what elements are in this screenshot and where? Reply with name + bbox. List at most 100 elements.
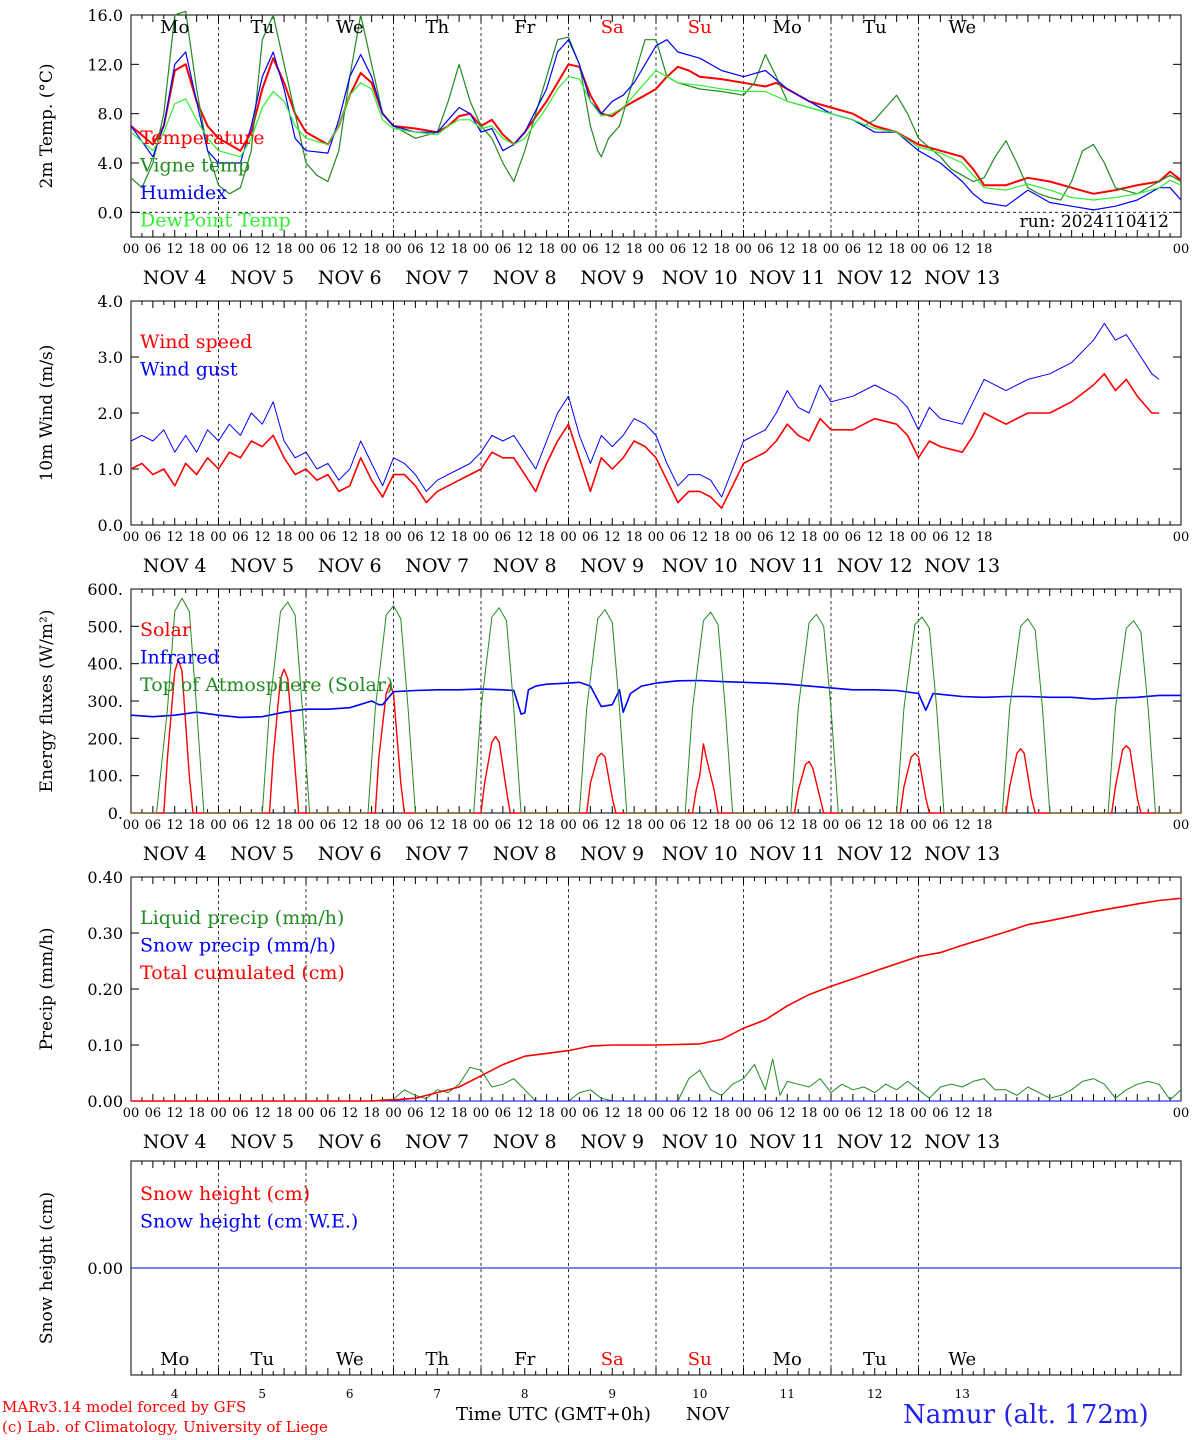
hour-tick-label: 18 <box>713 530 730 545</box>
hour-tick-label: 18 <box>363 530 380 545</box>
date-label: NOV 5 <box>230 1131 294 1153</box>
hour-tick-label: 06 <box>320 1106 337 1121</box>
date-number: 11 <box>780 1387 795 1401</box>
hour-tick-label: 06 <box>145 818 162 833</box>
y-tick-label: 0.20 <box>87 980 123 999</box>
date-label: NOV 5 <box>230 555 294 577</box>
hour-tick-label: 18 <box>538 530 555 545</box>
hour-tick-label: 18 <box>626 530 643 545</box>
y-tick-label: 4.0 <box>98 154 123 173</box>
hour-tick-label: 00 <box>735 1106 752 1121</box>
date-label: NOV 11 <box>749 1131 825 1153</box>
series-line-liquid-precip-mm-h <box>131 1058 1182 1102</box>
y-tick-label: 200. <box>87 729 123 748</box>
legend-entry: Snow precip (mm/h) <box>140 935 336 957</box>
date-label: NOV 5 <box>230 267 294 289</box>
date-label: NOV 9 <box>580 555 644 577</box>
hour-tick-label: 06 <box>232 818 249 833</box>
hour-tick-label: 06 <box>582 818 599 833</box>
hour-tick-label: 12 <box>954 818 971 833</box>
hour-tick-label: 18 <box>363 242 380 257</box>
series-line-total-cumulated-cm <box>131 897 1182 1102</box>
hour-tick-label: 06 <box>232 1106 249 1121</box>
date-label: NOV 12 <box>837 267 913 289</box>
date-label: NOV 6 <box>318 843 382 865</box>
hour-tick-label: 18 <box>626 1106 643 1121</box>
hour-tick-label: 12 <box>516 242 533 257</box>
hour-tick-label: 06 <box>407 530 424 545</box>
y-axis-label: Precip (mm/h) <box>37 927 57 1050</box>
hour-tick-label: 06 <box>670 530 687 545</box>
hour-tick-label: 06 <box>495 1106 512 1121</box>
hour-tick-label: 06 <box>757 242 774 257</box>
hour-tick-label: 12 <box>954 530 971 545</box>
legend-entry: Vigne temp <box>139 155 250 177</box>
hour-tick-label: 18 <box>188 1106 205 1121</box>
weekday-label: Su <box>688 1349 712 1370</box>
hour-tick-label: 06 <box>845 530 862 545</box>
date-number: 7 <box>433 1387 441 1401</box>
hour-tick-label: 18 <box>451 242 468 257</box>
y-tick-label: 16.0 <box>87 6 123 25</box>
hour-tick-label: 00 <box>298 818 315 833</box>
hour-tick-label: 00 <box>473 1106 490 1121</box>
hour-tick-label: 06 <box>932 530 949 545</box>
y-tick-label: 0.00 <box>87 1092 123 1111</box>
time-axis-title: Time UTC (GMT+0h) <box>456 1404 651 1425</box>
hour-tick-label: 18 <box>713 1106 730 1121</box>
weekday-label: Sa <box>601 17 624 38</box>
hour-tick-label: 18 <box>801 242 818 257</box>
panel-5: 0.00 Snow height (cm) Snow height (cm) Snow… <box>37 1160 1182 1401</box>
y-tick-label: 0.10 <box>87 1036 123 1055</box>
weekday-label: Mo <box>773 17 802 38</box>
y-tick-label: 4.0 <box>98 292 123 311</box>
weekday-label: Th <box>425 1349 449 1370</box>
series-line-infrared <box>130 679 1181 719</box>
date-number: 6 <box>346 1387 354 1401</box>
hour-tick-label: 06 <box>582 1106 599 1121</box>
hour-tick-label: 06 <box>232 530 249 545</box>
y-tick-label: 0. <box>108 804 123 823</box>
hour-tick-label: 00 <box>735 530 752 545</box>
hour-tick-label: 12 <box>604 530 621 545</box>
panel-2: 0.0 1.0 2.0 3.0 4.0 10m Wind (m/s) Wind speed W… <box>37 292 1189 577</box>
date-label: NOV 7 <box>405 555 469 577</box>
hour-tick-label: 12 <box>691 530 708 545</box>
date-number: 4 <box>171 1387 179 1401</box>
hour-tick-label: 12 <box>866 818 883 833</box>
legend-entry: Snow height (cm W.E.) <box>140 1211 358 1233</box>
hour-tick-label: 12 <box>604 1106 621 1121</box>
hour-tick-label: 00 <box>1173 1106 1190 1121</box>
weekday-label: Tu <box>250 17 274 38</box>
hour-tick-label: 00 <box>910 818 927 833</box>
date-label: NOV 10 <box>662 843 738 865</box>
date-label: NOV 13 <box>924 843 1000 865</box>
series-line-dewpoint-temp <box>130 69 1182 201</box>
hour-tick-label: 00 <box>560 1106 577 1121</box>
date-label: NOV 11 <box>749 267 825 289</box>
hour-tick-label: 00 <box>473 818 490 833</box>
hour-tick-label: 00 <box>823 530 840 545</box>
date-label: NOV 10 <box>662 1131 738 1153</box>
series-line-vigne-temp <box>130 10 1182 201</box>
legend-entry: Top of Atmosphere (Solar) <box>140 674 393 696</box>
plot-frame <box>130 300 1182 526</box>
hour-tick-label: 18 <box>801 818 818 833</box>
hour-tick-label: 12 <box>429 818 446 833</box>
hour-tick-label: 06 <box>757 1106 774 1121</box>
hour-tick-label: 18 <box>451 818 468 833</box>
date-label: NOV 12 <box>837 555 913 577</box>
hour-tick-label: 12 <box>516 818 533 833</box>
hour-tick-label: 06 <box>932 1106 949 1121</box>
legend-entry: Solar <box>140 619 192 641</box>
y-tick-label: 3.0 <box>98 348 123 367</box>
y-tick-label: 0.00 <box>87 1259 123 1278</box>
date-label: NOV 13 <box>924 1131 1000 1153</box>
hour-tick-label: 12 <box>779 818 796 833</box>
weekday-label: Th <box>425 17 449 38</box>
hour-tick-label: 12 <box>954 242 971 257</box>
y-tick-label: 12.0 <box>87 55 123 74</box>
hour-tick-label: 18 <box>888 242 905 257</box>
hour-tick-label: 00 <box>1173 242 1190 257</box>
hour-tick-label: 18 <box>976 530 993 545</box>
